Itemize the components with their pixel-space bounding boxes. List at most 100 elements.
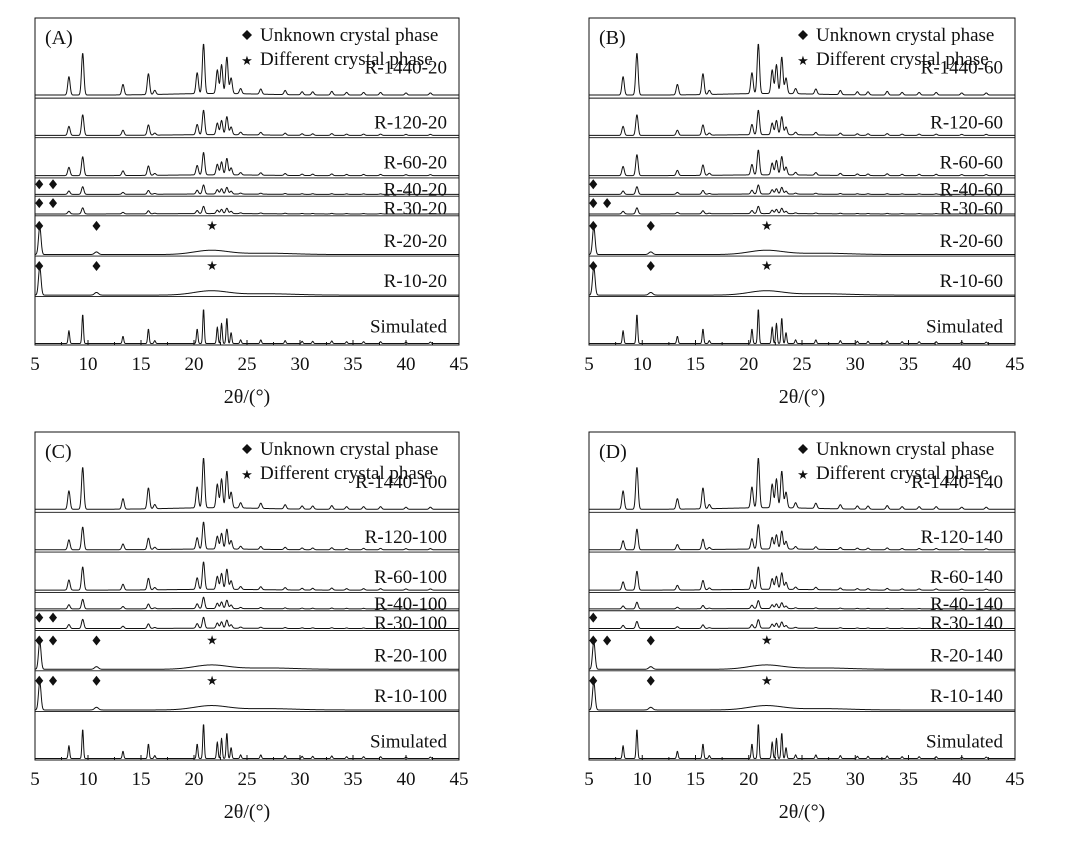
x-tick-label: 20 [739,354,758,375]
series-line [34,109,460,136]
diamond-marker [646,675,655,686]
star-marker: ★ [206,218,218,233]
legend-different-phase: Different crystal phase [260,463,433,484]
legend-different-phase: Different crystal phase [260,49,433,70]
series-label: R-20-100 [374,645,447,666]
star-marker: ★ [206,632,218,647]
x-tick-label: 45 [1006,354,1025,375]
series-line [588,641,1016,670]
series-label: R-20-140 [930,645,1003,666]
x-tick-label: 5 [30,354,40,375]
series-label: R-30-140 [930,613,1003,634]
star-marker: ★ [761,258,773,273]
series-line [34,616,460,630]
series-label: Simulated [926,317,1004,338]
legend-unknown-phase: Unknown crystal phase [260,439,438,460]
series-line [588,109,1016,136]
legend-diamond-icon [242,444,252,454]
x-axis-label: 2θ/(°) [779,386,825,408]
panel-c: R-1440-100 R-120-100 R-60-100 R-40-100R-30-… [30,431,469,823]
diamond-marker [646,635,655,646]
series-line [34,521,460,551]
series-label: R-10-140 [930,686,1003,707]
series-label: R-10-100 [374,686,447,707]
series-line [588,619,1016,630]
x-tick-label: 15 [132,769,151,790]
diamond-marker [92,675,101,686]
series-line [588,184,1016,195]
diamond-marker [49,179,58,190]
legend-unknown-phase: Unknown crystal phase [816,439,994,460]
x-tick-label: 35 [344,354,363,375]
series-label: Simulated [370,732,448,753]
x-tick-label: 15 [686,769,705,790]
x-tick-label: 10 [633,769,652,790]
series-line [34,561,460,591]
diamond-marker [646,261,655,272]
star-marker: ★ [761,673,773,688]
diamond-marker [589,261,598,272]
x-axis-label: 2θ/(°) [224,386,270,408]
legend-unknown-phase: Unknown crystal phase [816,25,994,46]
x-tick-label: 40 [952,769,971,790]
diamond-marker [35,612,44,623]
x-tick-label: 45 [1006,769,1025,790]
series-line [34,596,460,610]
diamond-marker [35,675,44,686]
x-tick-label: 45 [450,354,469,375]
x-tick-label: 20 [739,769,758,790]
x-tick-label: 10 [79,354,98,375]
series-line [34,152,460,177]
diamond-marker [92,220,101,231]
series-label: R-30-20 [384,198,447,219]
legend-diamond-icon [242,30,252,40]
x-axis-label: 2θ/(°) [224,801,270,823]
series-label: R-40-140 [930,594,1003,615]
series-line [588,600,1016,610]
series-label: R-40-60 [940,179,1003,200]
x-tick-label: 30 [291,769,310,790]
series-line [588,566,1016,591]
legend-different-phase: Different crystal phase [816,49,989,70]
diamond-marker [589,220,598,231]
series-label: R-60-20 [384,153,447,174]
series-label: R-120-100 [365,527,447,548]
series-label: R-40-100 [374,594,447,615]
diamond-marker [589,612,598,623]
series-line [588,43,1016,96]
series-line [34,641,460,670]
legend-star-icon: ★ [797,467,809,482]
series-line [588,681,1016,711]
diamond-marker [646,220,655,231]
series-label: Simulated [370,317,448,338]
legend-star-icon: ★ [797,53,809,68]
series-label: R-1440-100 [355,472,447,493]
x-tick-label: 35 [899,769,918,790]
diamond-marker [35,635,44,646]
diamond-marker [49,612,58,623]
series-line [34,226,460,256]
panel-label: (A) [45,27,73,49]
x-axis-label: 2θ/(°) [779,801,825,823]
star-marker: ★ [206,258,218,273]
series-line [588,226,1016,256]
series-line [34,266,460,296]
x-tick-label: 10 [79,769,98,790]
diamond-marker [589,198,598,209]
legend-star-icon: ★ [241,467,253,482]
diamond-marker [49,675,58,686]
series-label: R-1440-20 [365,58,447,79]
x-tick-label: 20 [185,354,204,375]
series-line [588,205,1016,215]
legend-different-phase: Different crystal phase [816,463,989,484]
series-label: R-10-20 [384,271,447,292]
diamond-marker [589,675,598,686]
x-tick-label: 30 [846,354,865,375]
diamond-marker [92,635,101,646]
legend-unknown-phase: Unknown crystal phase [260,25,438,46]
series-line [34,184,460,195]
panel-b: R-1440-60 R-120-60 R-60-60 R-40-60R-30-60 R-… [584,17,1025,408]
legend-diamond-icon [798,30,808,40]
x-tick-label: 25 [793,354,812,375]
